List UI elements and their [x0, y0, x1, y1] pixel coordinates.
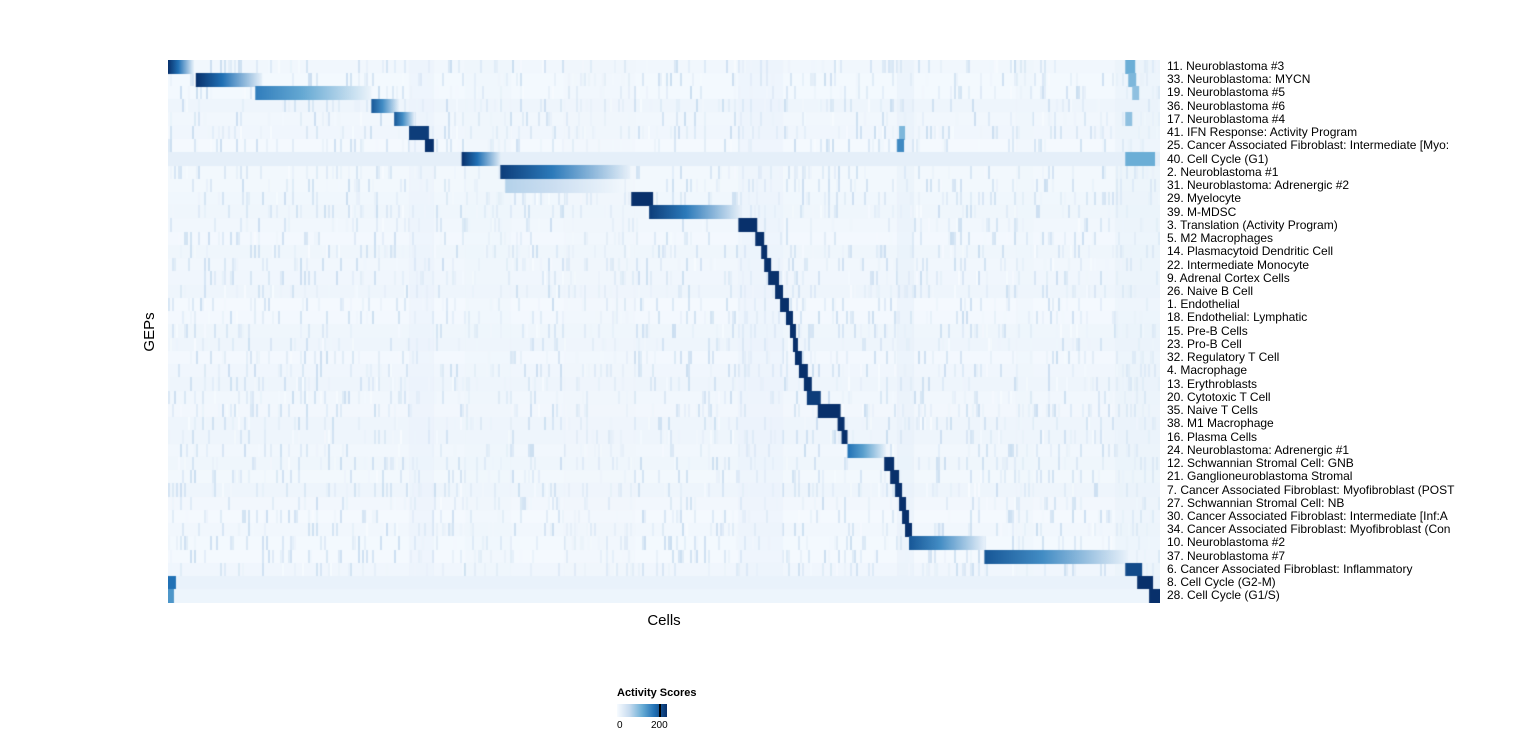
row-label: 2. Neuroblastoma #1 — [1167, 164, 1279, 179]
row-label: 15. Pre-B Cells — [1167, 323, 1248, 338]
x-axis-label: Cells — [647, 612, 681, 629]
legend-max-label: 200 — [651, 720, 668, 731]
row-label: 33. Neuroblastoma: MYCN — [1167, 72, 1311, 87]
row-label: 13. Erythroblasts — [1167, 376, 1258, 391]
row-label: 35. Naive T Cells — [1167, 403, 1258, 418]
row-label: 3. Translation (Activity Program) — [1167, 217, 1338, 232]
row-label: 25. Cancer Associated Fibroblast: Interm… — [1167, 138, 1450, 153]
row-label: 34. Cancer Associated Fibroblast: Myofib… — [1167, 522, 1451, 537]
row-label: 31. Neuroblastoma: Adrenergic #2 — [1167, 178, 1350, 193]
row-label: 37. Neuroblastoma #7 — [1167, 548, 1286, 563]
legend-labels: 0 200 — [617, 720, 697, 732]
row-label: 6. Cancer Associated Fibroblast: Inflamm… — [1167, 561, 1413, 576]
row-label: 7. Cancer Associated Fibroblast: Myofibr… — [1167, 482, 1455, 497]
row-label: 22. Intermediate Monocyte — [1167, 257, 1310, 272]
row-label: 27. Schwannian Stromal Cell: NB — [1167, 495, 1345, 510]
row-label: 4. Macrophage — [1167, 363, 1248, 378]
row-label: 10. Neuroblastoma #2 — [1167, 535, 1286, 550]
row-label: 1. Endothelial — [1167, 297, 1240, 312]
row-label: 38. M1 Macrophage — [1167, 416, 1274, 431]
row-label: 40. Cell Cycle (G1) — [1167, 151, 1269, 166]
legend: Activity Scores 0 200 — [617, 687, 757, 732]
row-label: 39. M-MDSC — [1167, 204, 1237, 219]
row-labels: 11. Neuroblastoma #3 33. Neuroblastoma: M… — [1167, 60, 1540, 603]
row-label: 19. Neuroblastoma #5 — [1167, 85, 1286, 100]
row-label: 17. Neuroblastoma #4 — [1167, 111, 1286, 126]
row-label: 14. Plasmacytoid Dendritic Cell — [1167, 244, 1334, 259]
row-label: 29. Myelocyte — [1167, 191, 1242, 206]
row-label: 12. Schwannian Stromal Cell: GNB — [1167, 456, 1354, 471]
row-label: 5. M2 Macrophages — [1167, 231, 1274, 246]
row-label: 21. Ganglioneuroblastoma Stromal — [1167, 469, 1353, 484]
row-label: 41. IFN Response: Activity Program — [1167, 125, 1358, 140]
row-label: 11. Neuroblastoma #3 — [1167, 60, 1285, 73]
legend-title: Activity Scores — [617, 687, 697, 699]
legend-max-tick — [659, 704, 661, 717]
row-label: 16. Plasma Cells — [1167, 429, 1258, 444]
row-label: 32. Regulatory T Cell — [1167, 350, 1280, 365]
y-axis-label: GEPs — [141, 312, 158, 352]
row-label: 36. Neuroblastoma #6 — [1167, 98, 1286, 113]
row-label: 30. Cancer Associated Fibroblast: Interm… — [1167, 508, 1448, 523]
legend-gradient — [617, 704, 667, 717]
row-label: 28. Cell Cycle (G1/S) — [1167, 588, 1280, 603]
row-label: 26. Naive B Cell — [1167, 283, 1254, 298]
row-label: 18. Endothelial: Lymphatic — [1167, 310, 1308, 325]
row-label: 23. Pro-B Cell — [1167, 336, 1242, 351]
row-label: 20. Cytotoxic T Cell — [1167, 389, 1271, 404]
legend-min-label: 0 — [617, 720, 623, 731]
row-label: 24. Neuroblastoma: Adrenergic #1 — [1167, 442, 1350, 457]
row-label: 9. Adrenal Cortex Cells — [1167, 270, 1290, 285]
heatmap-canvas — [168, 60, 1160, 603]
row-label: 8. Cell Cycle (G2-M) — [1167, 575, 1276, 590]
